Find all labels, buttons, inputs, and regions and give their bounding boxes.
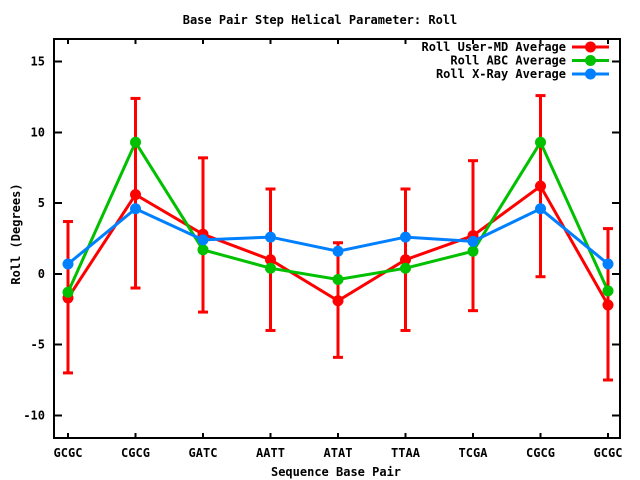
- legend-marker-roll-x-ray-average: [585, 68, 596, 80]
- data-point-roll-x-ray-average: [62, 258, 74, 270]
- data-point-roll-x-ray-average: [265, 231, 276, 243]
- data-point-roll-user-md-average: [130, 189, 141, 201]
- x-category-label: TCGA: [459, 446, 489, 460]
- x-category-label: GATC: [189, 446, 218, 460]
- x-category-label: GCGC: [54, 446, 83, 460]
- data-point-roll-x-ray-average: [535, 203, 546, 215]
- data-point-roll-abc-average: [400, 262, 411, 274]
- legend-marker-roll-abc-average: [585, 55, 596, 66]
- x-category-label: ATAT: [324, 446, 353, 460]
- x-category-label: CGCG: [526, 446, 555, 460]
- data-point-roll-x-ray-average: [400, 231, 411, 243]
- data-point-roll-x-ray-average: [130, 203, 141, 215]
- data-point-roll-user-md-average: [400, 254, 411, 266]
- data-point-roll-x-ray-average: [467, 235, 479, 247]
- data-point-roll-abc-average: [62, 286, 74, 298]
- data-point-roll-user-md-average: [265, 254, 276, 266]
- x-axis-label: Sequence Base Pair: [270, 465, 402, 479]
- y-tick-label: 15: [31, 55, 45, 69]
- data-point-roll-abc-average: [535, 136, 546, 148]
- data-point-roll-user-md-average: [535, 180, 546, 192]
- legend-marker-roll-user-md-average: [585, 41, 596, 53]
- x-category-label: GCGC: [594, 446, 623, 460]
- data-point-roll-abc-average: [265, 262, 276, 274]
- x-category-label: AATT: [256, 446, 285, 460]
- legend-label-roll-abc-average: Roll ABC Average: [450, 54, 566, 68]
- data-point-roll-user-md-average: [602, 299, 614, 311]
- data-point-roll-abc-average: [130, 136, 141, 148]
- data-point-roll-user-md-average: [332, 295, 344, 307]
- x-category-label: CGCG: [121, 446, 150, 460]
- data-point-roll-x-ray-average: [602, 258, 614, 270]
- data-point-roll-x-ray-average: [332, 245, 344, 257]
- y-tick-label: 0: [38, 267, 45, 281]
- y-axis-label: Roll (Degrees): [9, 183, 23, 285]
- data-point-roll-abc-average: [197, 244, 209, 256]
- y-tick-label: -10: [23, 408, 45, 422]
- data-point-roll-abc-average: [602, 285, 614, 297]
- legend-label-roll-user-md-average: Roll User-MD Average: [422, 40, 567, 54]
- data-point-roll-abc-average: [467, 245, 479, 257]
- x-category-label: TTAA: [391, 446, 421, 460]
- data-point-roll-x-ray-average: [197, 234, 209, 246]
- y-tick-label: 10: [31, 125, 45, 139]
- data-point-roll-abc-average: [332, 274, 344, 286]
- legend-label-roll-x-ray-average: Roll X-Ray Average: [436, 67, 566, 81]
- chart-title: Base Pair Step Helical Parameter: Roll: [182, 13, 458, 27]
- y-tick-label: -5: [31, 338, 45, 352]
- y-tick-label: 5: [38, 196, 45, 210]
